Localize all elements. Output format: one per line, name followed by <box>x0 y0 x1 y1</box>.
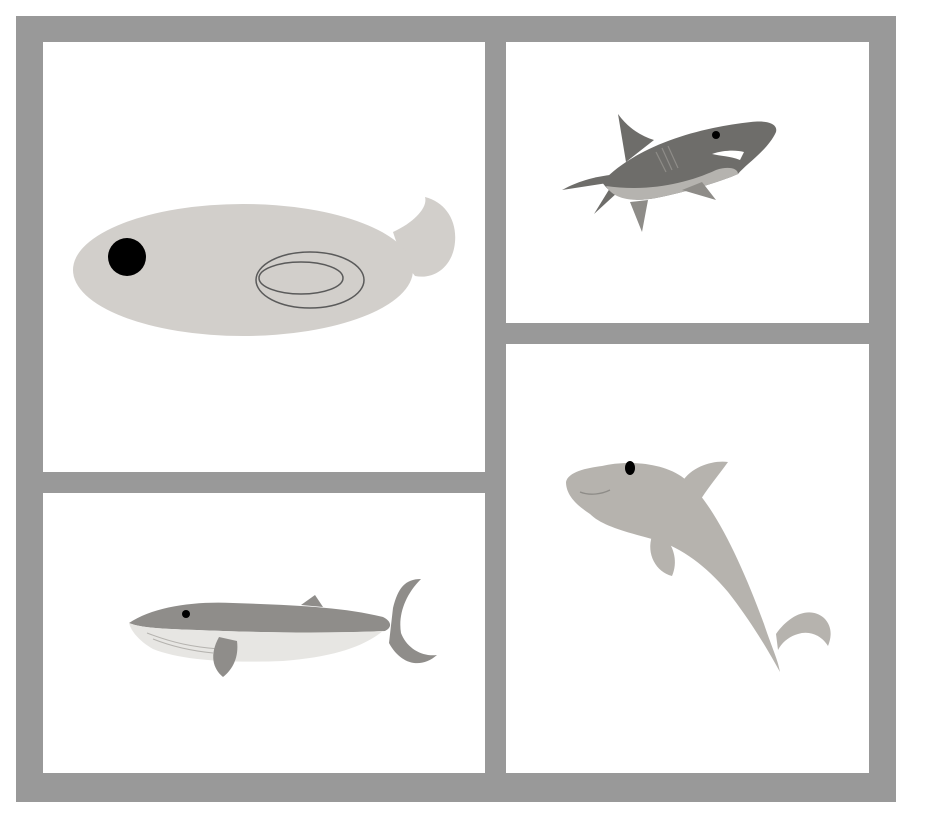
dolphin-dorsal-fin <box>682 461 728 504</box>
shark-pelvic-fin <box>630 200 648 232</box>
whale-throat-lines <box>146 632 220 654</box>
panel-fish <box>43 42 485 472</box>
fish-body <box>73 204 413 336</box>
shark-belly <box>606 167 738 200</box>
shark-pectoral-fin <box>682 182 716 200</box>
shark-tail-upper <box>562 174 618 190</box>
fish-eye <box>108 238 146 276</box>
whale-back <box>129 602 391 633</box>
dolphin-mouth <box>579 489 611 495</box>
shark-dorsal-fin <box>618 114 654 162</box>
whale-belly <box>129 623 383 662</box>
whale-icon <box>129 579 437 677</box>
dolphin-tail <box>776 612 831 650</box>
shark-mouth <box>712 150 744 160</box>
fish-icon <box>73 197 456 336</box>
dolphin-icon <box>566 461 831 672</box>
whale-dorsal-fin <box>301 595 323 607</box>
dolphin-flipper <box>650 536 675 576</box>
shark-eye <box>712 131 720 139</box>
dolphin-body <box>566 462 780 672</box>
shark-icon <box>562 114 777 232</box>
panel-shark <box>506 42 869 323</box>
shark-tail-lower <box>594 188 618 214</box>
panel-whale <box>43 493 485 773</box>
whale-tail <box>389 579 437 664</box>
panel-dolphin <box>506 344 869 773</box>
fish-fin-inner <box>258 261 344 295</box>
shark-body <box>602 121 777 200</box>
whale-eye <box>182 610 190 618</box>
shark-gills <box>655 145 679 173</box>
dolphin-eye <box>625 461 635 475</box>
comic-frame <box>16 16 896 802</box>
whale-flipper <box>213 637 238 677</box>
fish-fin-outer <box>255 251 365 309</box>
